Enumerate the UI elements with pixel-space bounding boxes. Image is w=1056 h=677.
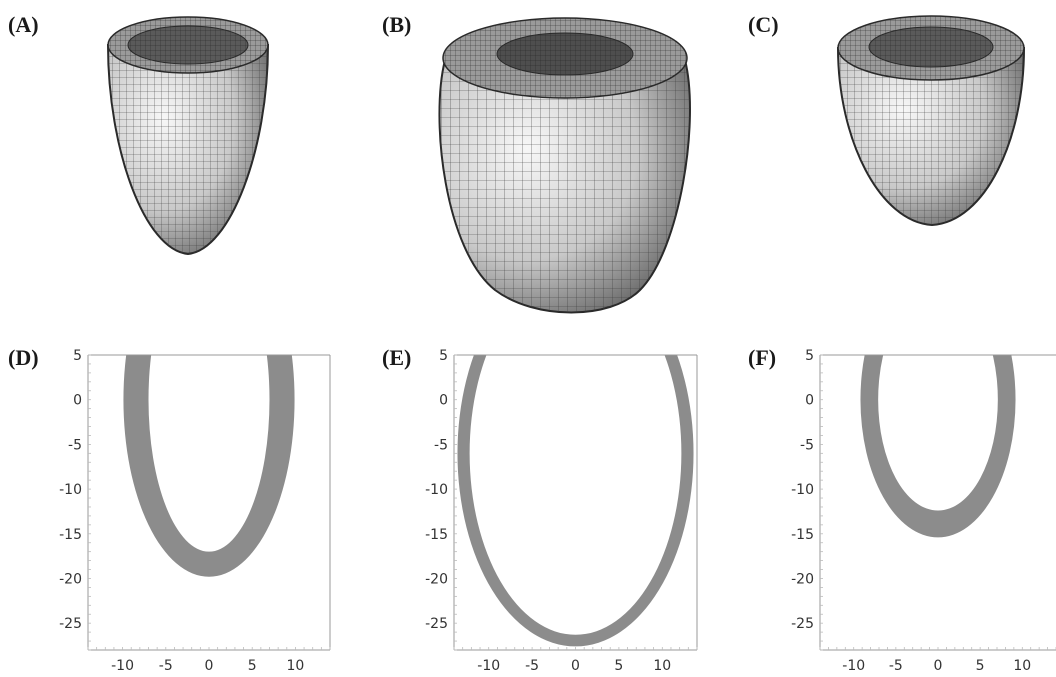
y-tick-label: -25 (425, 616, 448, 632)
y-tick-label: -25 (791, 616, 814, 632)
x-tick-label: -5 (159, 658, 173, 674)
y-tick-label: -20 (791, 571, 814, 587)
panel-a: (A) (8, 12, 270, 256)
x-tick-label: 10 (287, 658, 305, 674)
y-tick-label: -15 (425, 527, 448, 543)
y-tick-label: 0 (73, 393, 82, 409)
x-tick-label: 0 (205, 658, 214, 674)
x-tick-label: -10 (842, 658, 865, 674)
y-tick-label: -20 (425, 571, 448, 587)
x-tick-label: -5 (889, 658, 903, 674)
panel-label-d: (D) (8, 345, 39, 370)
mesh-b (438, 17, 691, 314)
x-tick-label: 5 (976, 658, 985, 674)
x-tick-label: 5 (614, 658, 623, 674)
panel-label-f: (F) (748, 345, 776, 370)
y-tick-label: -15 (791, 527, 814, 543)
panel-b: (B) (382, 12, 691, 314)
x-tick-label: 10 (1013, 658, 1031, 674)
panel-label-b: (B) (382, 12, 411, 37)
y-tick-label: -10 (425, 482, 448, 498)
y-tick-label: -5 (800, 437, 814, 453)
y-tick-label: 5 (805, 348, 814, 364)
chart-e: (E) 5 0 -5 -10 -15 -20 -25 -10 -5 0 5 10 (382, 345, 698, 674)
chart-f: (F) 5 0 -5 -10 -15 -20 -25 -10 -5 0 5 10 (748, 345, 1056, 674)
y-tick-label: -25 (59, 616, 82, 632)
x-tick-label: 10 (653, 658, 671, 674)
y-tick-label: 5 (73, 348, 82, 364)
y-tick-label: -5 (68, 437, 82, 453)
y-tick-label: -5 (434, 437, 448, 453)
panel-label-a: (A) (8, 12, 39, 37)
wall-band (860, 355, 1016, 539)
y-tick-label: -15 (59, 527, 82, 543)
wall-band (457, 355, 694, 647)
y-tick-label: 0 (439, 393, 448, 409)
chart-d: (D) 5 0 -5 -10 -15 -20 -25 -10 -5 0 5 10 (8, 345, 331, 674)
y-tick-label: 0 (805, 393, 814, 409)
mesh-c (836, 15, 1026, 227)
panel-label-e: (E) (382, 345, 411, 370)
x-tick-label: 5 (248, 658, 257, 674)
y-tick-label: -10 (791, 482, 814, 498)
x-tick-label: -10 (477, 658, 500, 674)
x-tick-label: 0 (571, 658, 580, 674)
y-tick-label: -20 (59, 571, 82, 587)
panel-c: (C) (748, 12, 1026, 227)
x-tick-label: -10 (111, 658, 134, 674)
wall-band (123, 355, 295, 578)
x-tick-label: 0 (934, 658, 943, 674)
x-tick-label: -5 (525, 658, 539, 674)
panel-label-c: (C) (748, 12, 779, 37)
mesh-a (106, 16, 270, 256)
y-tick-label: 5 (439, 348, 448, 364)
y-tick-label: -10 (59, 482, 82, 498)
